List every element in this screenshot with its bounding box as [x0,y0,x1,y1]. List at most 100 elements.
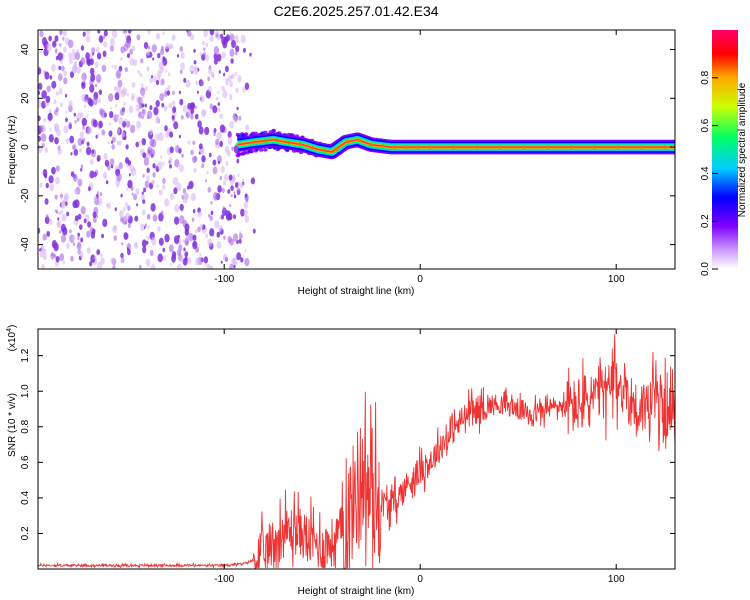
noise-point [203,30,208,38]
y-tick-label: 0.6 [20,455,31,469]
noise-point [39,248,42,252]
noise-point [42,168,48,177]
noise-point [174,158,180,168]
noise-point [48,218,53,226]
noise-point [86,30,91,36]
y-tick-label: 1.2 [20,348,31,362]
noise-point [89,170,95,179]
noise-point [220,260,223,264]
colorbar-tick-label: 0.8 [700,70,711,84]
noise-point [110,38,116,46]
ridge-marker [428,145,432,149]
noise-point [184,256,188,262]
spectrogram-noise-scatter [38,30,256,269]
colorbar: 0.0 0.2 0.4 0.6 0.8 Normalized spectral ampl… [700,30,748,276]
noise-point [215,33,219,38]
noise-point [151,44,157,53]
noise-point [89,58,94,66]
noise-point [38,227,41,234]
noise-point [57,217,60,221]
noise-point [193,49,196,53]
noise-point [146,213,151,220]
noise-point [72,242,76,247]
noise-point [92,216,97,223]
noise-point [111,64,114,69]
noise-point [38,67,42,75]
noise-point [184,251,189,258]
noise-point [114,207,118,212]
noise-point [68,52,72,59]
noise-point [120,57,123,61]
noise-point [44,198,49,205]
noise-point [155,133,160,142]
noise-point [238,238,242,244]
noise-point [221,85,225,92]
noise-point [129,57,135,66]
noise-point [236,252,242,261]
ridge-blob [249,149,254,154]
noise-point [68,39,74,49]
noise-point [180,51,185,60]
noise-point [158,189,163,196]
noise-point [102,218,108,228]
noise-point [72,174,78,182]
noise-point [74,120,77,124]
spectrogram-ticks: -100 0 100 -40 -20 0 20 40 [20,30,675,285]
noise-point [213,46,220,55]
noise-point [79,224,83,231]
noise-point [136,34,141,41]
noise-point [243,209,248,216]
noise-point [69,135,75,144]
noise-point [49,183,55,192]
noise-point [149,249,154,256]
noise-point [95,134,98,139]
noise-point [230,58,234,64]
noise-point [72,143,77,151]
noise-point [94,61,99,69]
spectrogram-y-label: Frequency (Hz) [7,116,18,185]
noise-point [161,103,165,108]
noise-point [188,180,194,190]
noise-point [59,253,65,262]
noise-point [178,244,183,251]
noise-point [134,215,139,222]
noise-point [62,30,67,37]
noise-point [187,257,192,264]
noise-point [233,194,237,199]
noise-point [244,249,247,253]
noise-point [136,203,139,207]
noise-point [58,88,63,95]
noise-point [44,147,48,153]
noise-point [176,182,182,191]
noise-point [118,162,123,170]
noise-point [127,223,131,229]
noise-point [219,113,223,119]
noise-point [59,43,62,47]
ridge-marker [393,145,397,149]
noise-point [97,261,103,269]
noise-point [212,105,218,114]
noise-point [149,105,153,110]
noise-point [189,64,195,74]
noise-point [63,46,67,53]
noise-point [199,97,202,101]
noise-point [125,39,131,48]
noise-point [220,165,225,173]
noise-point [98,35,104,43]
noise-point [141,209,146,216]
colorbar-tick-label: 0.6 [700,118,711,132]
noise-point [101,64,107,73]
noise-point [121,257,124,262]
noise-point [103,171,108,179]
noise-point [190,192,196,202]
noise-point [118,116,124,125]
noise-point [74,199,80,209]
noise-point [74,188,78,195]
noise-point [91,228,96,235]
noise-point [79,250,82,254]
noise-point [123,30,128,34]
snr-y-label: SNR (10 * v/v) [7,393,18,457]
noise-point [192,234,197,241]
noise-point [146,167,150,174]
noise-point [53,242,59,252]
